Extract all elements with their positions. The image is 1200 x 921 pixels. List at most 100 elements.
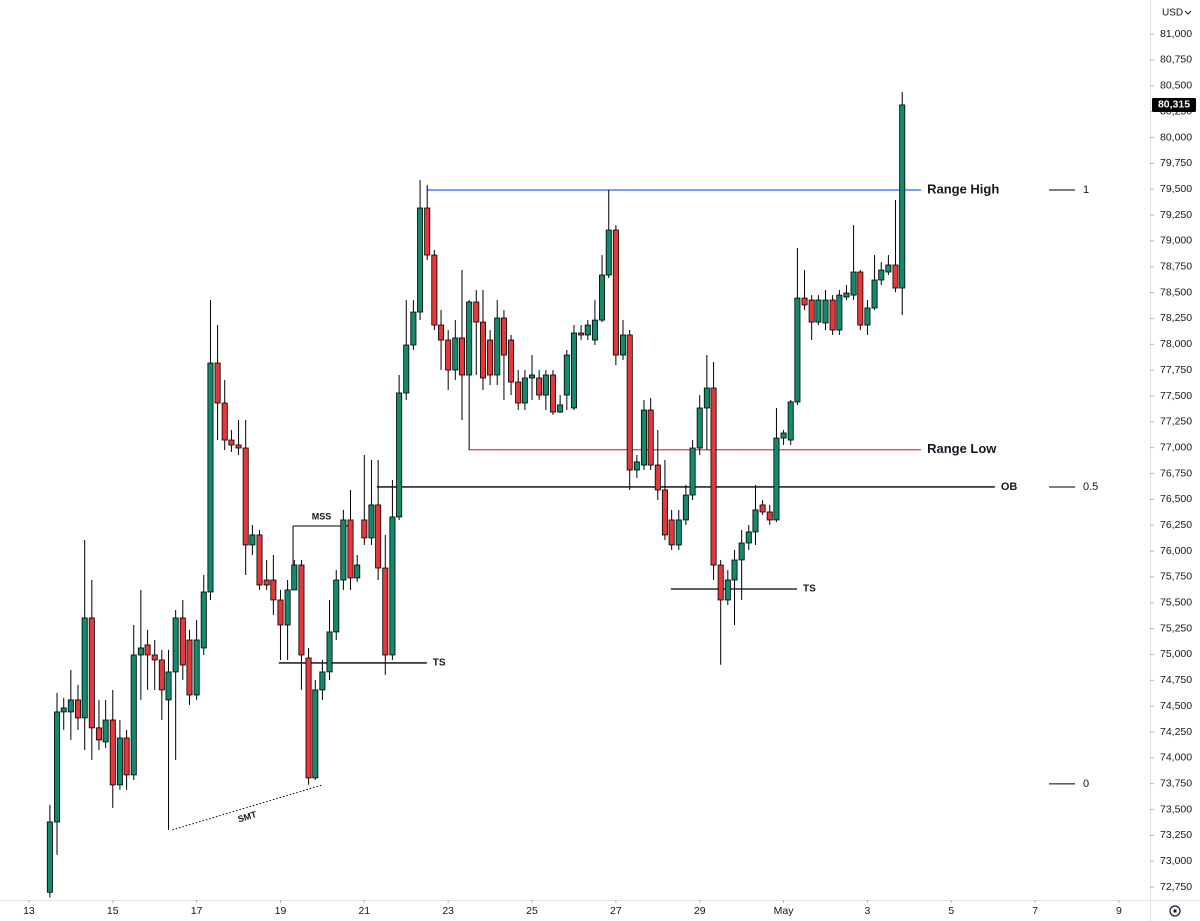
- smt-line: [172, 784, 323, 831]
- candle-body: [542, 374, 549, 396]
- candle-body: [403, 344, 410, 394]
- currency[interactable]: USD: [1162, 8, 1183, 19]
- candle-body: [179, 617, 186, 666]
- candle-body: [557, 404, 564, 413]
- candle-body: [144, 644, 151, 656]
- candle-body: [235, 444, 242, 449]
- y-tick-label: 81,000: [1160, 28, 1192, 40]
- candle-body: [186, 639, 193, 696]
- candle-body: [340, 519, 347, 581]
- candle-body: [172, 617, 179, 673]
- candle-body: [298, 564, 305, 656]
- candle-body: [193, 639, 200, 696]
- candle-body: [438, 324, 445, 341]
- level-label: OB: [1001, 481, 1018, 493]
- candle-body: [60, 707, 67, 713]
- fib-label: 1: [1083, 184, 1089, 196]
- candle-body: [130, 654, 137, 776]
- y-tick-label: 74,250: [1160, 726, 1192, 738]
- candle-body: [277, 599, 284, 626]
- candle-body: [612, 229, 619, 356]
- candle-body: [494, 317, 501, 376]
- candle-body: [256, 534, 263, 586]
- y-tick-label: 78,500: [1160, 286, 1192, 298]
- candle-body: [305, 657, 312, 779]
- candle-body: [766, 511, 773, 521]
- candle-body: [857, 271, 864, 326]
- y-tick-label: 79,500: [1160, 183, 1192, 195]
- candle-body: [137, 647, 144, 656]
- candle-body: [620, 334, 627, 356]
- candle-body: [424, 207, 431, 256]
- candle-body: [326, 631, 333, 673]
- candle-body: [347, 519, 354, 579]
- y-tick-label: 78,250: [1160, 312, 1192, 324]
- y-tick-label: 74,500: [1160, 700, 1192, 712]
- candle-body: [731, 559, 738, 581]
- candle-body: [200, 591, 207, 649]
- candle-body: [738, 542, 745, 561]
- candle-body: [633, 461, 640, 471]
- y-tick-label: 73,000: [1160, 855, 1192, 867]
- candle-body: [410, 311, 417, 346]
- y-tick-label: 73,750: [1160, 777, 1192, 789]
- candle-body: [703, 387, 710, 409]
- candle-body: [668, 519, 675, 546]
- candle-body: [67, 699, 74, 713]
- candle-body: [773, 437, 780, 521]
- y-tick-label: 77,250: [1160, 416, 1192, 428]
- candle-body: [808, 299, 815, 323]
- candle-body: [74, 699, 81, 719]
- candle-body: [46, 821, 53, 893]
- y-tick-label: 76,750: [1160, 467, 1192, 479]
- candle-body: [536, 377, 543, 396]
- y-tick-label: 76,500: [1160, 493, 1192, 505]
- y-tick-label: 78,000: [1160, 338, 1192, 350]
- y-tick-label: 80,500: [1160, 80, 1192, 92]
- settings-ring[interactable]: [1169, 905, 1181, 917]
- candle-body: [899, 104, 906, 289]
- y-tick-label: 76,000: [1160, 545, 1192, 557]
- x-tick-label: 7: [1032, 905, 1038, 917]
- x-tick-label: 27: [610, 905, 622, 917]
- candle-body: [466, 301, 473, 376]
- candle-body: [500, 317, 507, 356]
- candle-body: [81, 617, 88, 719]
- x-tick-label: 19: [275, 905, 287, 917]
- candle-body: [570, 332, 577, 409]
- candle-body: [864, 307, 871, 326]
- y-tick-label: 74,000: [1160, 752, 1192, 764]
- candle-body: [431, 254, 438, 326]
- candle-body: [375, 504, 382, 569]
- candle-body: [214, 362, 221, 404]
- candle-body: [529, 374, 536, 379]
- y-tick-label: 74,750: [1160, 674, 1192, 686]
- y-tick-label: 72,750: [1160, 881, 1192, 893]
- candle-body: [745, 531, 752, 544]
- candle-body: [123, 737, 130, 776]
- candle-body: [284, 589, 291, 626]
- y-tick-label: 77,750: [1160, 364, 1192, 376]
- candle-body: [207, 362, 214, 593]
- candle-body: [696, 407, 703, 449]
- candle-body: [661, 489, 668, 536]
- candle-body: [333, 579, 340, 633]
- candle-body: [654, 464, 661, 491]
- candle-body: [794, 297, 801, 403]
- y-tick-label: 77,500: [1160, 390, 1192, 402]
- fib-label: 0.5: [1083, 481, 1098, 493]
- x-tick-label: 15: [107, 905, 119, 917]
- candle-body: [445, 339, 452, 371]
- candle-body: [165, 671, 172, 701]
- currency-chevron[interactable]: [1184, 10, 1192, 15]
- candle-body: [843, 292, 850, 298]
- candle-body: [487, 339, 494, 376]
- candle-body: [521, 377, 528, 404]
- settings-dot[interactable]: [1173, 909, 1177, 913]
- candle-body: [417, 207, 424, 313]
- settings-icon[interactable]: [1169, 905, 1181, 917]
- y-tick-label: 75,250: [1160, 622, 1192, 634]
